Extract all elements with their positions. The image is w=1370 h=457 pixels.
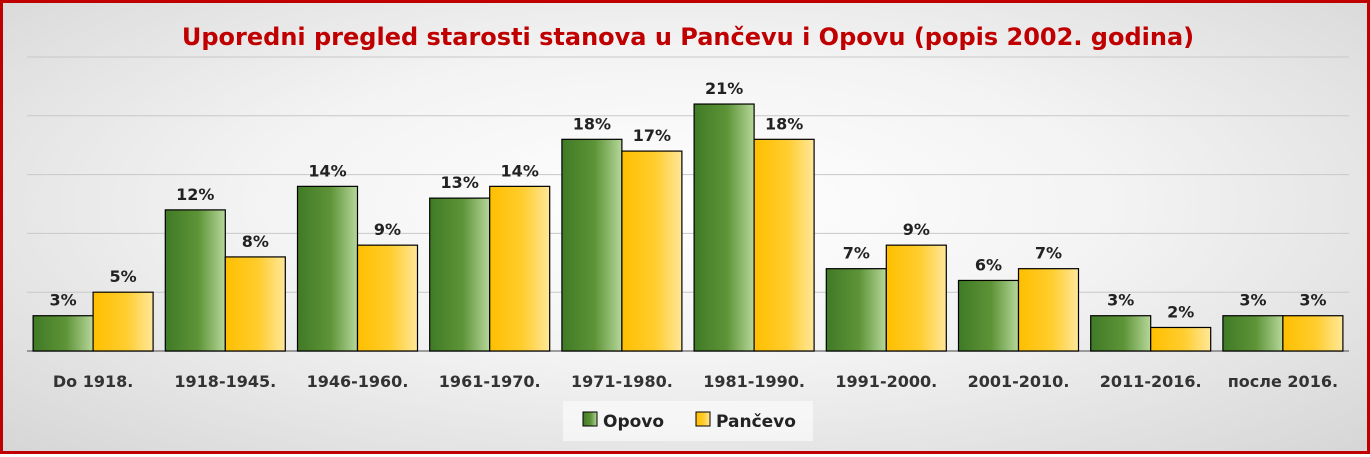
bar-panevo: [356, 244, 419, 352]
data-label-panevo: 18%: [765, 114, 803, 133]
bar-opovo: [693, 103, 755, 352]
data-label-panevo: 2%: [1167, 302, 1194, 321]
data-label-panevo: 7%: [1035, 244, 1062, 263]
category-label: 1971-1980.: [571, 372, 673, 391]
bar-panevo: [489, 185, 551, 352]
category-label: 1918-1945.: [174, 372, 276, 391]
category-label: Do 1918.: [53, 372, 133, 391]
legend-swatch-opovo: [582, 411, 598, 427]
legend-box: [563, 401, 813, 441]
legend-label-pancevo: Pančevo: [716, 412, 796, 432]
data-label-panevo: 5%: [110, 267, 137, 286]
category-label: 2011-2016.: [1100, 372, 1202, 391]
data-label-opovo: 12%: [176, 185, 214, 204]
data-label-panevo: 8%: [242, 232, 269, 251]
data-label-opovo: 14%: [308, 161, 346, 180]
data-label-opovo: 6%: [975, 255, 1002, 274]
data-label-panevo: 9%: [374, 220, 401, 239]
data-label-panevo: 9%: [903, 220, 930, 239]
bar-opovo: [957, 279, 1020, 352]
category-label: после 2016.: [1228, 372, 1338, 391]
legend-label-opovo: Opovo: [603, 412, 664, 432]
category-label: 1981-1990.: [703, 372, 805, 391]
chart-title: Uporedni pregled starosti stanova u Panč…: [181, 23, 1195, 51]
data-label-opovo: 18%: [573, 114, 611, 133]
data-label-opovo: 13%: [441, 173, 479, 192]
bar-panevo: [224, 256, 286, 352]
bar-panevo: [1017, 268, 1080, 352]
category-label: 1991-2000.: [835, 372, 937, 391]
bar-opovo: [561, 138, 623, 352]
data-label-panevo: 17%: [633, 126, 671, 145]
bar-panevo: [753, 138, 815, 352]
legend-swatch-pancevo: [695, 411, 711, 427]
bar-opovo: [825, 268, 887, 352]
bar-panevo: [621, 150, 683, 352]
data-label-opovo: 7%: [843, 244, 870, 263]
category-label: 1946-1960.: [307, 372, 409, 391]
bar-chart: 3% 5% 12% 8% 14% 9% 13% 14% 18% 17% 21% 18% 7% 9% 6% 7%…: [27, 56, 1349, 441]
bar-opovo: [429, 197, 491, 352]
category-label: 2001-2010.: [968, 372, 1070, 391]
bar-opovo: [296, 185, 359, 352]
bar-opovo: [164, 209, 226, 352]
category-label: 1961-1970.: [439, 372, 541, 391]
bar-opovo: [32, 315, 94, 352]
data-label-opovo: 3%: [1107, 291, 1134, 310]
data-label-opovo: 3%: [50, 291, 77, 310]
bar-opovo: [1090, 315, 1152, 352]
bar-panevo: [1150, 326, 1212, 352]
bar-panevo: [1282, 315, 1344, 352]
data-label-opovo: 21%: [705, 79, 743, 98]
bar-panevo: [885, 244, 947, 352]
bar-panevo: [92, 291, 154, 352]
data-label-panevo: 14%: [501, 161, 539, 180]
bar-opovo: [1222, 315, 1284, 352]
data-label-opovo: 3%: [1239, 291, 1266, 310]
data-label-panevo: 3%: [1299, 291, 1326, 310]
